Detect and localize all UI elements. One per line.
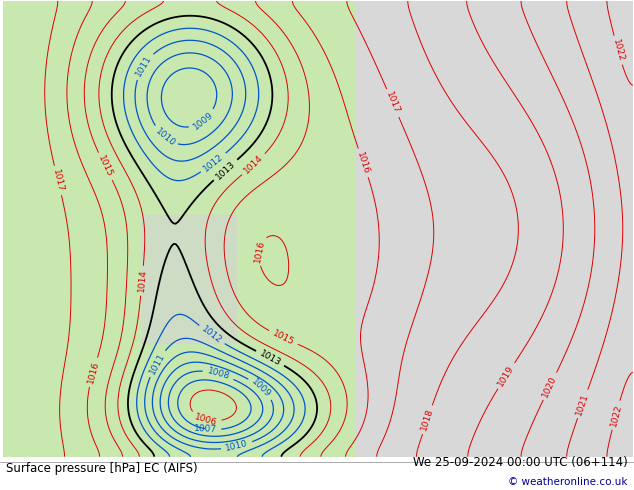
- Text: 1022: 1022: [611, 38, 625, 62]
- Text: 1014: 1014: [136, 269, 148, 293]
- Text: © weatheronline.co.uk: © weatheronline.co.uk: [508, 477, 628, 487]
- Text: 1011: 1011: [134, 54, 153, 78]
- Text: 1012: 1012: [200, 324, 223, 345]
- Text: 1006: 1006: [193, 412, 218, 427]
- Text: 1012: 1012: [202, 152, 225, 173]
- Text: 1017: 1017: [384, 91, 401, 115]
- Text: 1020: 1020: [541, 374, 559, 398]
- Bar: [141, 215, 236, 343]
- Text: Surface pressure [hPa] EC (AIFS): Surface pressure [hPa] EC (AIFS): [6, 462, 198, 475]
- Text: 1009: 1009: [191, 110, 215, 131]
- Text: 1019: 1019: [496, 364, 516, 388]
- Text: 1016: 1016: [86, 360, 100, 385]
- Text: 1018: 1018: [420, 407, 435, 432]
- Text: 1015: 1015: [96, 154, 114, 179]
- Text: 1013: 1013: [258, 349, 282, 368]
- Text: 1013: 1013: [214, 159, 237, 181]
- Text: 1011: 1011: [147, 351, 166, 376]
- Text: We 25-09-2024 00:00 UTC (06+114): We 25-09-2024 00:00 UTC (06+114): [413, 456, 628, 469]
- Text: 1015: 1015: [271, 328, 295, 347]
- Bar: [356, 1, 633, 457]
- Text: 1010: 1010: [224, 439, 249, 453]
- Text: 1016: 1016: [253, 239, 266, 263]
- Text: 1016: 1016: [356, 150, 371, 175]
- Text: 1009: 1009: [250, 377, 273, 399]
- Text: 1014: 1014: [242, 153, 265, 176]
- Text: 1017: 1017: [51, 169, 65, 193]
- Text: 1010: 1010: [153, 126, 177, 148]
- Text: 1008: 1008: [206, 367, 231, 382]
- Text: 1022: 1022: [609, 403, 623, 427]
- Text: 1007: 1007: [193, 424, 217, 434]
- Text: 1021: 1021: [575, 392, 591, 416]
